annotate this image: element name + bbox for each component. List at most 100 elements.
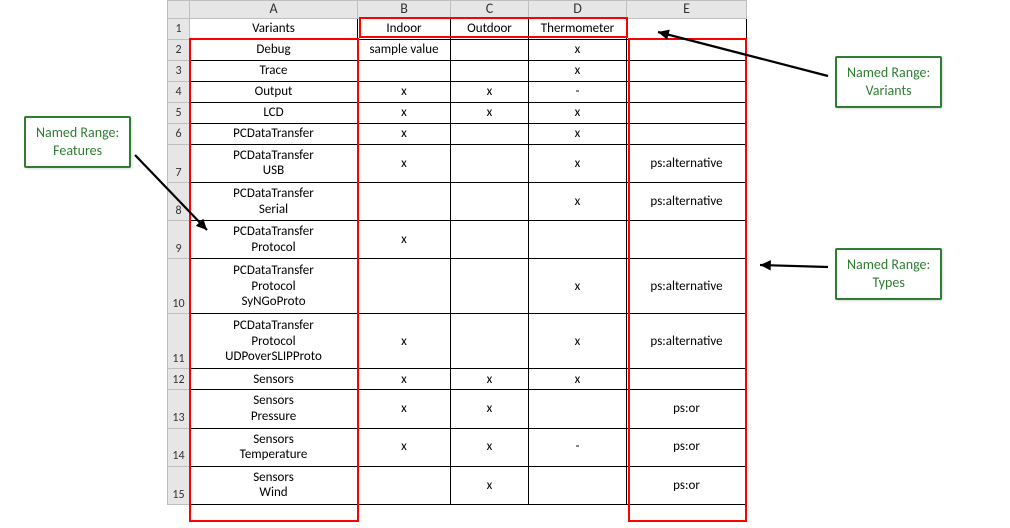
cell-C14[interactable]: x — [451, 428, 529, 466]
cell-C13[interactable]: x — [451, 390, 529, 428]
cell-D2[interactable]: x — [529, 39, 627, 60]
cell-D4[interactable]: - — [529, 81, 627, 102]
row-header-6[interactable]: 6 — [168, 123, 190, 144]
cell-D14[interactable]: - — [529, 428, 627, 466]
cell-C12[interactable]: x — [451, 369, 529, 390]
cell-E15[interactable]: ps:or — [627, 466, 747, 504]
cell-B11[interactable]: x — [358, 314, 451, 369]
row-header-10[interactable]: 10 — [168, 259, 190, 314]
cell-B14[interactable]: x — [358, 428, 451, 466]
cell-B15[interactable] — [358, 466, 451, 504]
cell-B1[interactable]: Indoor — [358, 18, 451, 39]
row-header-2[interactable]: 2 — [168, 39, 190, 60]
cell-D8[interactable]: x — [529, 182, 627, 220]
column-header-C[interactable]: C — [451, 1, 529, 19]
cell-E4[interactable] — [627, 81, 747, 102]
cell-B2[interactable]: sample value — [358, 39, 451, 60]
row-header-15[interactable]: 15 — [168, 466, 190, 504]
cell-E13[interactable]: ps:or — [627, 390, 747, 428]
cell-C7[interactable] — [451, 144, 529, 182]
cell-B3[interactable] — [358, 60, 451, 81]
row-header-14[interactable]: 14 — [168, 428, 190, 466]
cell-B13[interactable]: x — [358, 390, 451, 428]
row-header-5[interactable]: 5 — [168, 102, 190, 123]
cell-A10[interactable]: PCDataTransferProtocolSyNGoProto — [190, 259, 358, 314]
cell-A12[interactable]: Sensors — [190, 369, 358, 390]
row-header-8[interactable]: 8 — [168, 182, 190, 220]
row-header-12[interactable]: 12 — [168, 369, 190, 390]
cell-A6[interactable]: PCDataTransfer — [190, 123, 358, 144]
callout-features-line1: Named Range: — [36, 124, 119, 141]
row-header-7[interactable]: 7 — [168, 144, 190, 182]
column-header-E[interactable]: E — [627, 1, 747, 19]
cell-B8[interactable] — [358, 182, 451, 220]
cell-E7[interactable]: ps:alternative — [627, 144, 747, 182]
cell-D15[interactable] — [529, 466, 627, 504]
cell-A2[interactable]: Debug — [190, 39, 358, 60]
cell-E6[interactable] — [627, 123, 747, 144]
cell-E10[interactable]: ps:alternative — [627, 259, 747, 314]
cell-E8[interactable]: ps:alternative — [627, 182, 747, 220]
cell-B5[interactable]: x — [358, 102, 451, 123]
cell-E3[interactable] — [627, 60, 747, 81]
cell-A14[interactable]: SensorsTemperature — [190, 428, 358, 466]
row-header-11[interactable]: 11 — [168, 314, 190, 369]
column-header-A[interactable]: A — [190, 1, 358, 19]
cell-D13[interactable] — [529, 390, 627, 428]
cell-B4[interactable]: x — [358, 81, 451, 102]
cell-B6[interactable]: x — [358, 123, 451, 144]
cell-E14[interactable]: ps:or — [627, 428, 747, 466]
cell-A11[interactable]: PCDataTransferProtocolUDPoverSLIPProto — [190, 314, 358, 369]
cell-E2[interactable] — [627, 39, 747, 60]
cell-C5[interactable]: x — [451, 102, 529, 123]
cell-B10[interactable] — [358, 259, 451, 314]
row-header-9[interactable]: 9 — [168, 221, 190, 259]
cell-A3[interactable]: Trace — [190, 60, 358, 81]
cell-A7[interactable]: PCDataTransferUSB — [190, 144, 358, 182]
cell-A9[interactable]: PCDataTransferProtocol — [190, 221, 358, 259]
row-header-13[interactable]: 13 — [168, 390, 190, 428]
cell-D3[interactable]: x — [529, 60, 627, 81]
cell-E11[interactable]: ps:alternative — [627, 314, 747, 369]
cell-A15[interactable]: SensorsWind — [190, 466, 358, 504]
cell-B7[interactable]: x — [358, 144, 451, 182]
cell-C10[interactable] — [451, 259, 529, 314]
cell-C2[interactable] — [451, 39, 529, 60]
column-header-B[interactable]: B — [358, 1, 451, 19]
cell-A13[interactable]: SensorsPressure — [190, 390, 358, 428]
cell-E5[interactable] — [627, 102, 747, 123]
cell-C15[interactable]: x — [451, 466, 529, 504]
row-header-4[interactable]: 4 — [168, 81, 190, 102]
cell-C6[interactable] — [451, 123, 529, 144]
row-header-1[interactable]: 1 — [168, 18, 190, 39]
cell-D9[interactable] — [529, 221, 627, 259]
cell-E1[interactable] — [627, 18, 747, 39]
cell-C8[interactable] — [451, 182, 529, 220]
cell-D12[interactable]: x — [529, 369, 627, 390]
cell-C4[interactable]: x — [451, 81, 529, 102]
cell-A4[interactable]: Output — [190, 81, 358, 102]
cell-A5[interactable]: LCD — [190, 102, 358, 123]
cell-C3[interactable] — [451, 60, 529, 81]
column-header-D[interactable]: D — [529, 1, 627, 19]
cell-B12[interactable]: x — [358, 369, 451, 390]
cell-C11[interactable] — [451, 314, 529, 369]
cell-D5[interactable]: x — [529, 102, 627, 123]
cell-D10[interactable]: x — [529, 259, 627, 314]
table-row: 1VariantsIndoorOutdoorThermometer — [168, 18, 747, 39]
cell-A8[interactable]: PCDataTransferSerial — [190, 182, 358, 220]
cell-D1[interactable]: Thermometer — [529, 18, 627, 39]
cell-D6[interactable]: x — [529, 123, 627, 144]
table-row: 6PCDataTransferxx — [168, 123, 747, 144]
cell-B9[interactable]: x — [358, 221, 451, 259]
cell-E9[interactable] — [627, 221, 747, 259]
cell-E12[interactable] — [627, 369, 747, 390]
cell-C9[interactable] — [451, 221, 529, 259]
callout-types-line1: Named Range: — [847, 256, 930, 273]
cell-D11[interactable]: x — [529, 314, 627, 369]
table-row: 3Trace x — [168, 60, 747, 81]
cell-D7[interactable]: x — [529, 144, 627, 182]
row-header-3[interactable]: 3 — [168, 60, 190, 81]
cell-C1[interactable]: Outdoor — [451, 18, 529, 39]
cell-A1[interactable]: Variants — [190, 18, 358, 39]
